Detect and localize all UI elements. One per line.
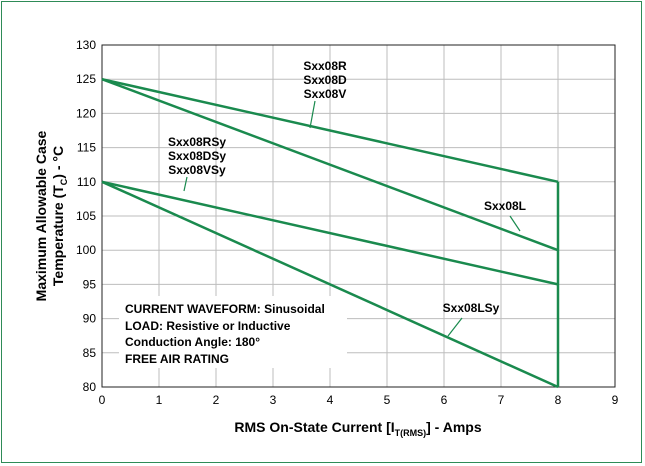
x-tick-label: 1 — [156, 393, 163, 407]
note-waveform: CURRENT WAVEFORM: Sinusoidal — [125, 302, 325, 316]
x-tick-label: 0 — [99, 393, 106, 407]
y-axis-label-line1: Maximum Allowable Case — [33, 130, 49, 301]
y-tick-label: 110 — [77, 175, 96, 189]
y-tick-label: 120 — [76, 106, 96, 120]
label-sxx08rsy: Sxx08RSy — [168, 135, 226, 149]
label-sxx08vsy: Sxx08VSy — [168, 163, 226, 177]
note-load: LOAD: Resistive or Inductive — [125, 319, 291, 333]
x-axis-label: RMS On-State Current [IT(RMS)] - Amps — [234, 419, 481, 438]
label-sxx08l: Sxx08L — [484, 199, 526, 213]
leader-lsy — [448, 318, 462, 336]
y-tick-label: 115 — [77, 141, 96, 155]
x-tick-label: 6 — [441, 393, 448, 407]
y-tick-label: 100 — [76, 243, 96, 257]
label-sxx08r: Sxx08R — [303, 59, 347, 73]
x-tick-label: 4 — [327, 393, 334, 407]
x-tick-label: 2 — [213, 393, 220, 407]
leader-mid — [184, 177, 187, 191]
y-tick-label: 85 — [83, 346, 97, 360]
y-tick-label: 80 — [83, 380, 97, 394]
label-sxx08d: Sxx08D — [303, 73, 347, 87]
leader-l — [510, 216, 520, 231]
y-tick-label: 130 — [76, 38, 96, 52]
x-tick-label: 3 — [270, 393, 277, 407]
x-tick-label: 8 — [555, 393, 562, 407]
y-tick-label: 105 — [76, 209, 96, 223]
label-sxx08lsy: Sxx08LSy — [443, 301, 500, 315]
x-tick-label: 5 — [384, 393, 391, 407]
y-tick-label: 125 — [76, 72, 96, 86]
y-axis-label-group: Maximum Allowable Case Temperature (TC) … — [33, 130, 69, 301]
note-free-air: FREE AIR RATING — [125, 352, 229, 366]
leader-upper — [310, 101, 315, 128]
y-tick-label: 95 — [83, 277, 97, 291]
x-tick-label: 7 — [498, 393, 505, 407]
label-sxx08dsy: Sxx08DSy — [168, 149, 226, 163]
x-tick-label: 9 — [612, 393, 619, 407]
note-conduction: Conduction Angle: 180° — [125, 335, 260, 349]
y-tick-label: 90 — [83, 312, 97, 326]
y-axis-label-line2: Temperature (TC) - °C — [50, 146, 69, 286]
label-sxx08v: Sxx08V — [304, 87, 347, 101]
